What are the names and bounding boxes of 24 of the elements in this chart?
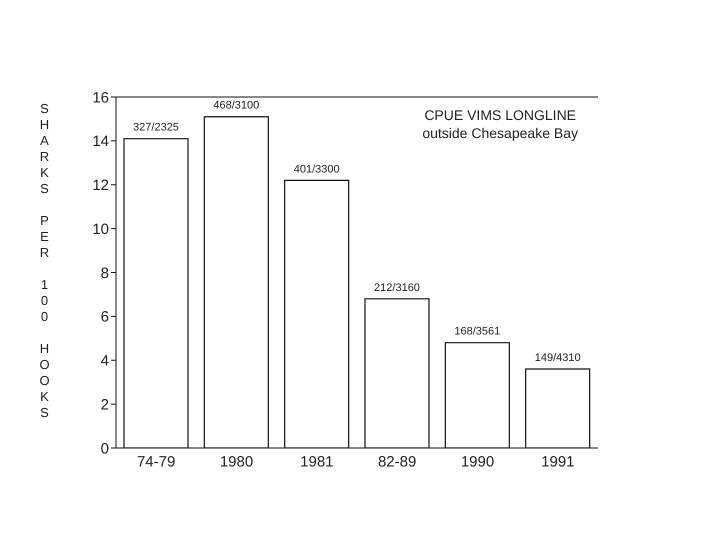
- y-tick-label: 4: [100, 352, 109, 370]
- x-tick-label: 1991: [541, 454, 575, 471]
- y-tick-label: 8: [100, 264, 109, 282]
- x-tick-label: 1981: [300, 454, 334, 471]
- x-tick-label: 1980: [220, 454, 254, 471]
- y-tick-label: 12: [92, 177, 109, 194]
- data-label: 468/3100: [213, 100, 260, 112]
- y-axis-title: SHARKS PER 100 HOOKS: [36, 101, 52, 421]
- data-label: 327/2325: [133, 122, 179, 134]
- text: CPUE VIMS LONGLINE: [423, 106, 578, 124]
- text: outside Chesapeake Bay: [422, 124, 578, 142]
- data-label: 401/3300: [294, 163, 340, 176]
- data-label: 168/3561: [454, 326, 500, 338]
- y-tick-label: 0: [100, 440, 109, 458]
- y-tick-label: 2: [100, 396, 109, 414]
- y-tick-label: 16: [92, 89, 109, 106]
- x-tick-label: 74-79: [136, 454, 176, 471]
- y-tick-label: 6: [100, 308, 109, 326]
- x-tick-label: 82-89: [378, 454, 416, 471]
- x-tick-label: 1990: [460, 454, 494, 471]
- data-label: 149/4310: [534, 352, 581, 364]
- y-tick-label: 10: [92, 220, 109, 238]
- y-tick-label: 14: [92, 133, 109, 150]
- data-label: 212/3160: [374, 282, 420, 294]
